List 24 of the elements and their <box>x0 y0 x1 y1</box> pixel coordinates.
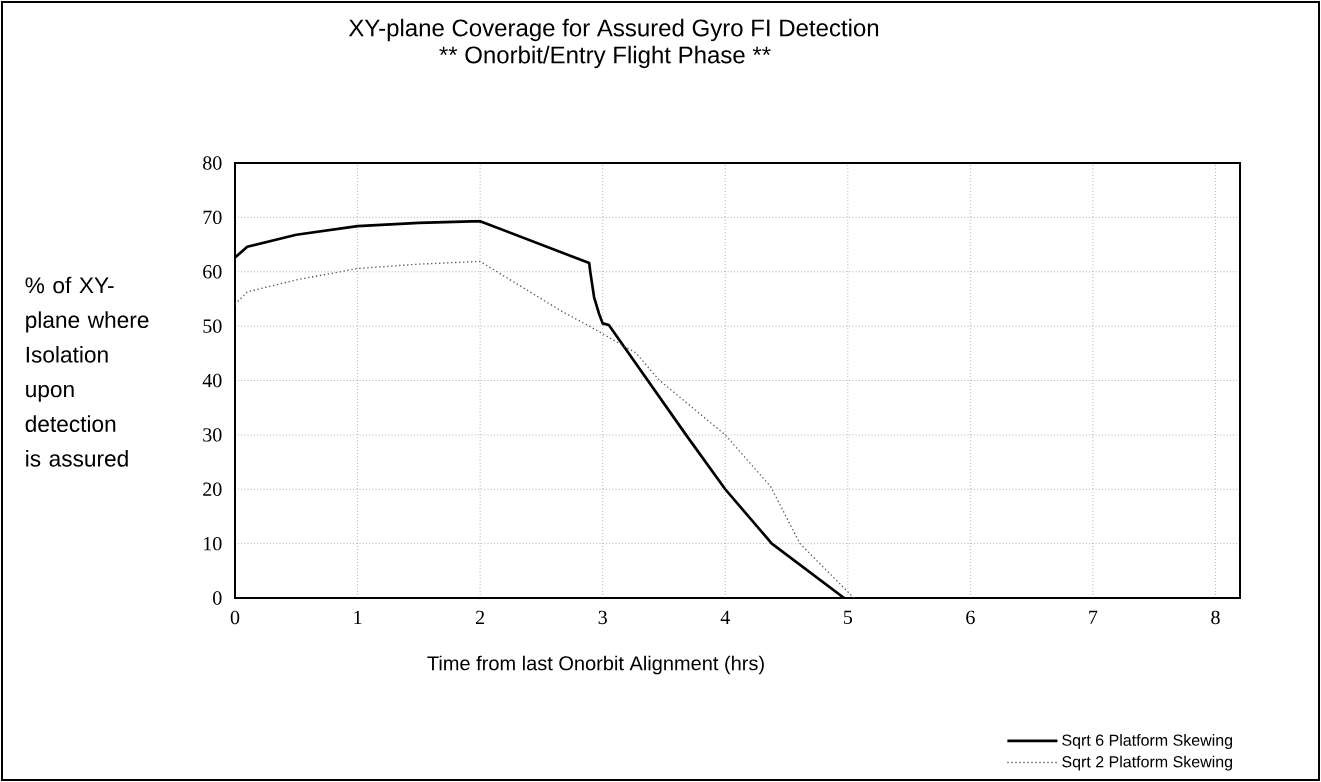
y-axis-title: % of XY-plane where Isolation upon detection is assured <box>25 276 149 467</box>
y-tick-label: 10 <box>204 536 222 551</box>
x-tick-label: 5 <box>843 610 853 624</box>
y-tick-label: 50 <box>203 319 222 333</box>
x-axis-title: Time from last Onorbit Alignment (hrs) <box>427 655 764 675</box>
x-tick-label: 2 <box>476 610 485 624</box>
y-tick-label: 40 <box>202 373 222 388</box>
x-tick-label: 0 <box>230 610 240 625</box>
legend-label: Sqrt 6 Platform Skewing <box>1062 734 1233 750</box>
y-tick-label: 30 <box>203 428 222 442</box>
x-tick-label: 6 <box>966 610 975 625</box>
x-tick-label: 8 <box>1211 610 1220 625</box>
y-tick-label: 60 <box>203 265 222 279</box>
x-tick-label: 7 <box>1089 610 1098 624</box>
x-tick-label: 4 <box>720 610 730 624</box>
x-tick-label: 3 <box>598 610 607 625</box>
y-tick-label: 20 <box>203 482 222 496</box>
y-tick-label: 70 <box>203 210 222 225</box>
y-tick-label: 0 <box>213 591 222 605</box>
chart-title: XY-plane Coverage for Assured Gyro FI Detection <box>348 18 879 42</box>
x-tick-label: 1 <box>354 610 362 624</box>
y-tick-label: 80 <box>203 156 222 170</box>
legend-label: Sqrt 2 Platform Skewing <box>1062 755 1233 771</box>
chart-subtitle: ** Onorbit/Entry Flight Phase ** <box>439 45 771 69</box>
